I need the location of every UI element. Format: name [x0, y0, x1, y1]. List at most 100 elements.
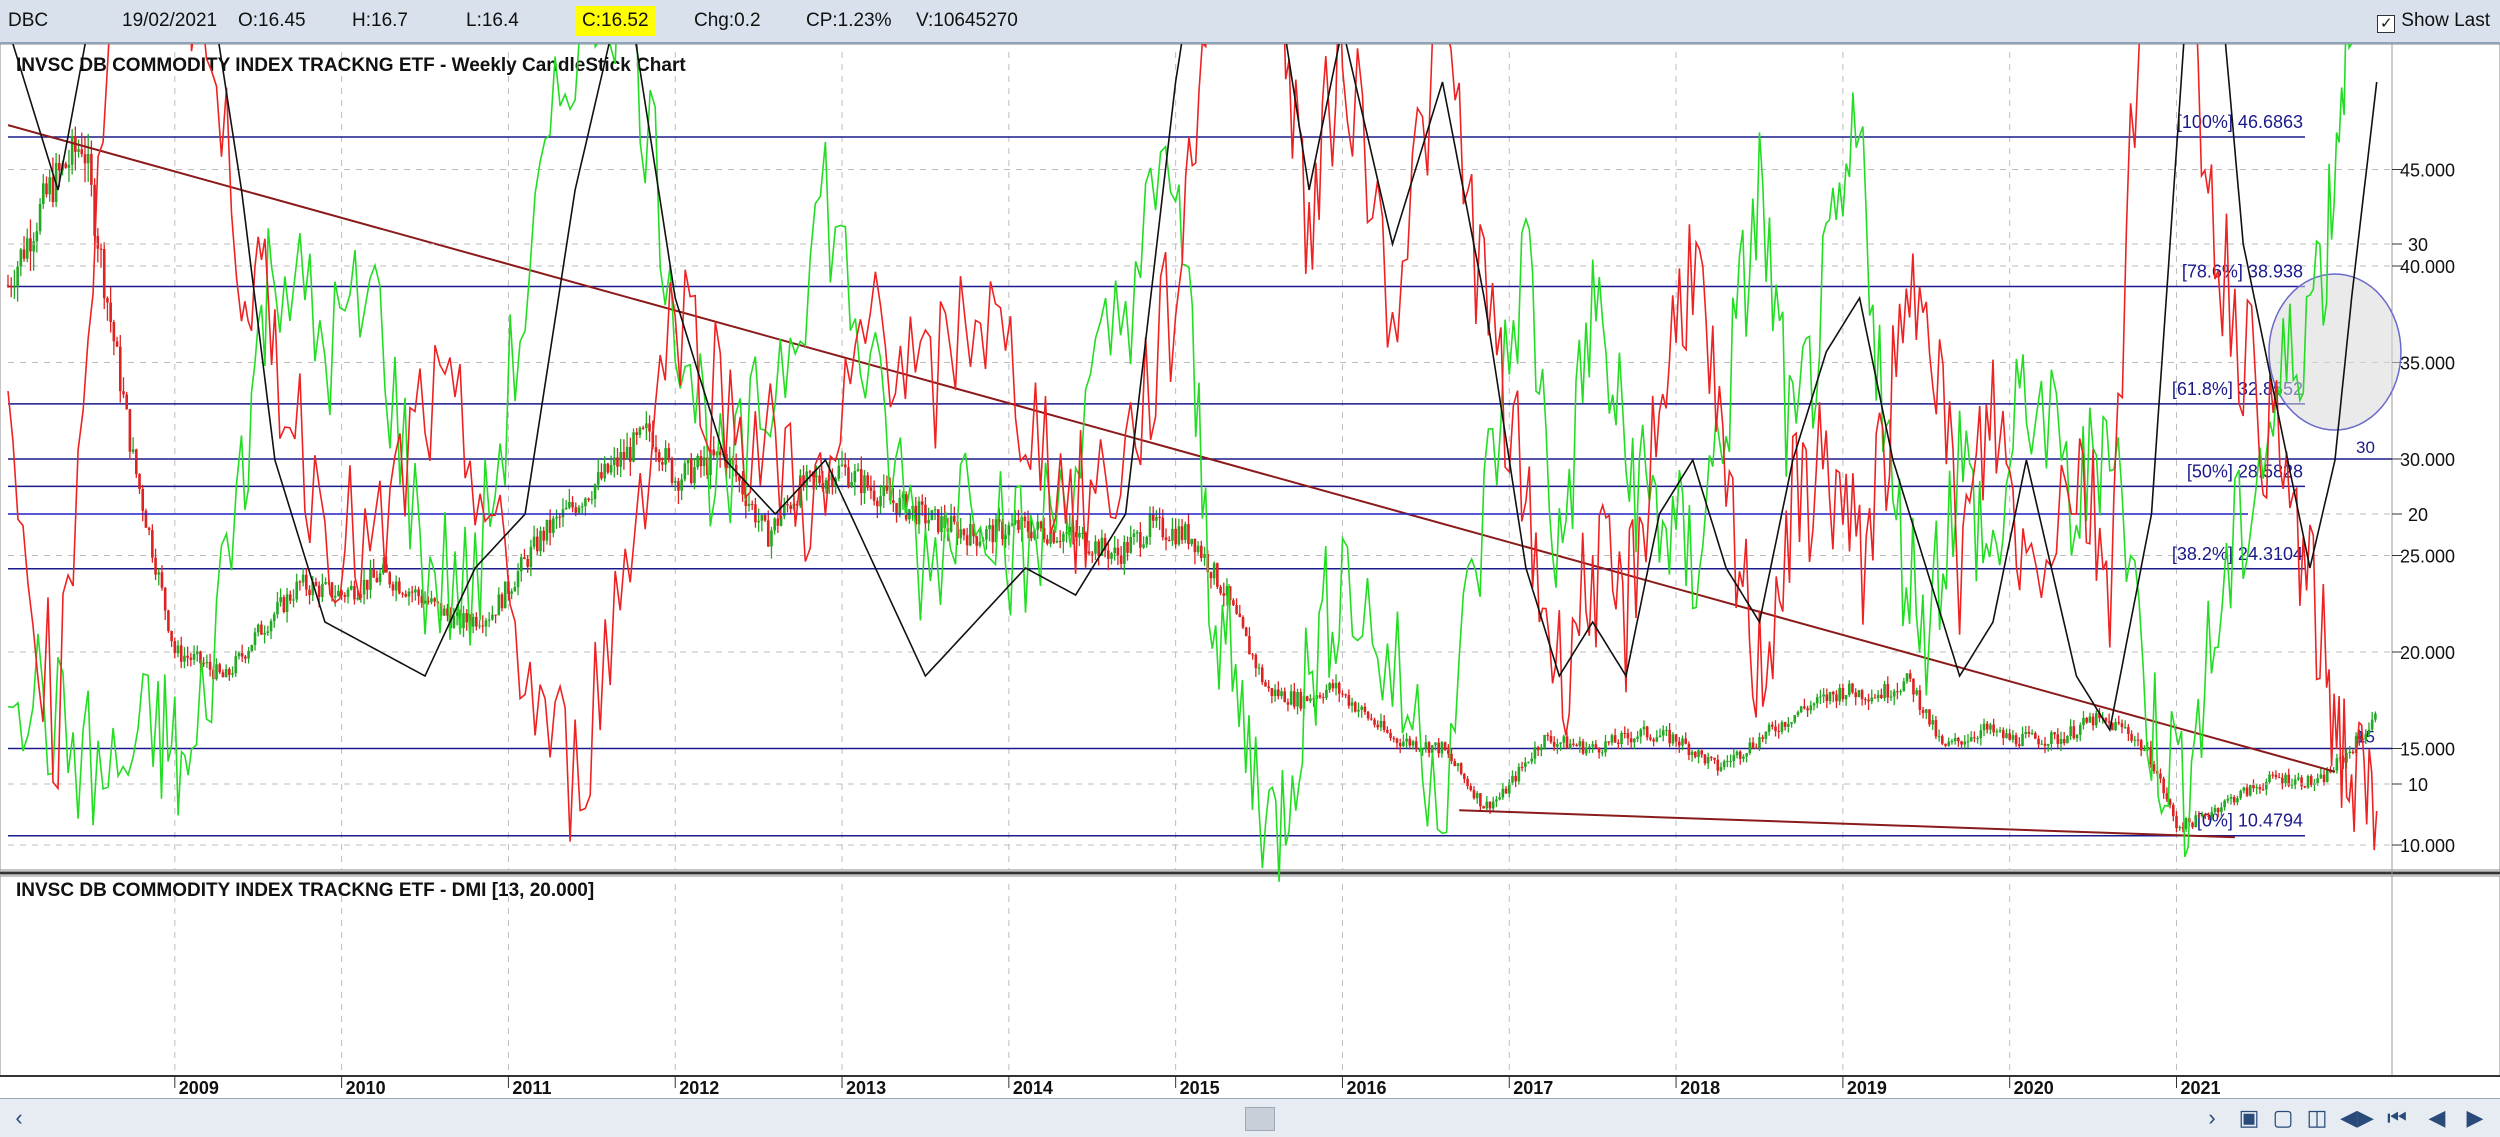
candle-body [1424, 742, 1428, 749]
navigation-bar: ‹ › ▣ ▢ ◫ ◀▶ ⏮ ◀ ▶ [0, 1098, 2500, 1137]
candle-body [1209, 572, 1213, 579]
scrollbar-thumb[interactable] [1245, 1107, 1275, 1131]
candle-body [1049, 531, 1052, 544]
zoom-out-icon[interactable]: ▢ [2272, 1105, 2294, 1130]
candle-body [2082, 717, 2085, 726]
candle-body [77, 149, 80, 152]
candle-body [1113, 547, 1117, 554]
candle-body [2072, 726, 2076, 739]
candle-body [144, 510, 148, 528]
candle-body [847, 467, 850, 487]
candle-body [901, 494, 905, 498]
candle-body [590, 499, 594, 501]
candle-body [2242, 787, 2246, 791]
show-last-checkbox[interactable]: ✓ Show Last [2377, 0, 2490, 42]
candle-body [930, 510, 934, 521]
next-icon[interactable]: ▶ [2466, 1105, 2484, 1130]
candle-body [1421, 748, 1424, 750]
first-page-icon[interactable]: ⏮ [2387, 1105, 2407, 1130]
candle-body [1023, 516, 1027, 522]
candle-body [1033, 529, 1036, 539]
candle-body [1325, 689, 1328, 698]
candle-body [1273, 689, 1277, 697]
candle-body [285, 594, 289, 613]
candle-body [1469, 786, 1473, 791]
candle-body [1078, 532, 1081, 538]
candle-body [215, 664, 218, 680]
candle-body [1530, 758, 1534, 762]
candle-body [426, 600, 430, 603]
candle-body [1164, 537, 1168, 541]
candle-body [2354, 735, 2358, 754]
candle-body [1851, 683, 1854, 693]
x-tick-label: 2014 [1013, 1078, 1053, 1098]
candle-body [1591, 744, 1594, 747]
candle-body [1989, 724, 1992, 730]
change-pct-label: CP:1.23% [806, 10, 892, 31]
candle-body [1835, 694, 1838, 702]
candle-body [1831, 692, 1835, 695]
candle-body [738, 476, 741, 481]
candle-body [625, 446, 629, 460]
candle-body [2194, 815, 2198, 828]
candle-body [234, 656, 238, 674]
scroll-right-icon[interactable]: › [2208, 1105, 2216, 1130]
candle-body [2345, 753, 2348, 763]
candle-body [2069, 726, 2072, 736]
candle-body [109, 302, 112, 323]
candle-body [1414, 741, 1418, 750]
candle-body [231, 673, 234, 675]
checkbox-check-icon[interactable]: ✓ [2377, 15, 2396, 33]
candle-body [2265, 781, 2268, 790]
candle-body [757, 520, 760, 523]
candle-body [1774, 726, 1777, 732]
candle-body [580, 506, 584, 508]
candle-body [882, 485, 886, 496]
candle-body [90, 153, 93, 185]
candle-body [1777, 731, 1781, 733]
candle-body [2127, 727, 2130, 735]
candle-body [779, 516, 783, 526]
candle-body [606, 463, 610, 473]
dmi-tick-label: 20 [2408, 505, 2428, 525]
candle-body [741, 480, 744, 495]
candle-body [1286, 702, 1290, 705]
candle-body [1427, 742, 1431, 753]
chart-area[interactable]: 2009 2010 2011 2012 2013 2014 2015 2016 2017 2018… [0, 44, 2500, 1098]
candle-body [2085, 717, 2088, 723]
candle-body [856, 469, 860, 471]
candle-body [491, 614, 494, 620]
candle-body [1697, 750, 1700, 758]
expand-icon[interactable]: ◀▶ [2340, 1105, 2374, 1130]
candle-body [789, 505, 793, 509]
fit-icon[interactable]: ◫ [2306, 1105, 2328, 1130]
candle-body [362, 579, 366, 595]
candle-body [1857, 690, 1861, 698]
candle-body [1216, 563, 1219, 587]
candle-body [1937, 736, 1941, 738]
candle-body [1254, 654, 1258, 669]
prev-icon[interactable]: ◀ [2428, 1105, 2446, 1130]
candle-body [1944, 743, 1947, 746]
candle-body [712, 449, 716, 456]
candle-body [151, 530, 154, 558]
candle-body [693, 467, 696, 484]
scroll-left-icon[interactable]: ‹ [15, 1105, 23, 1130]
candle-body [555, 516, 558, 519]
candle-body [2239, 790, 2242, 799]
candle-body [417, 589, 420, 597]
candle-body [1334, 682, 1338, 689]
zoom-in-icon[interactable]: ▣ [2238, 1105, 2260, 1130]
candle-body [433, 598, 436, 602]
candle-body [808, 471, 812, 473]
candle-body [1886, 684, 1890, 698]
candle-body [1953, 738, 1957, 742]
candle-body [1626, 733, 1630, 739]
candle-body [1219, 586, 1222, 594]
y-tick-label: 25.000 [2400, 547, 2455, 567]
candle-body [975, 536, 979, 546]
candle-body [2130, 734, 2133, 741]
candle-body [1892, 691, 1896, 697]
candle-body [997, 519, 1001, 522]
candle-body [2252, 785, 2255, 789]
